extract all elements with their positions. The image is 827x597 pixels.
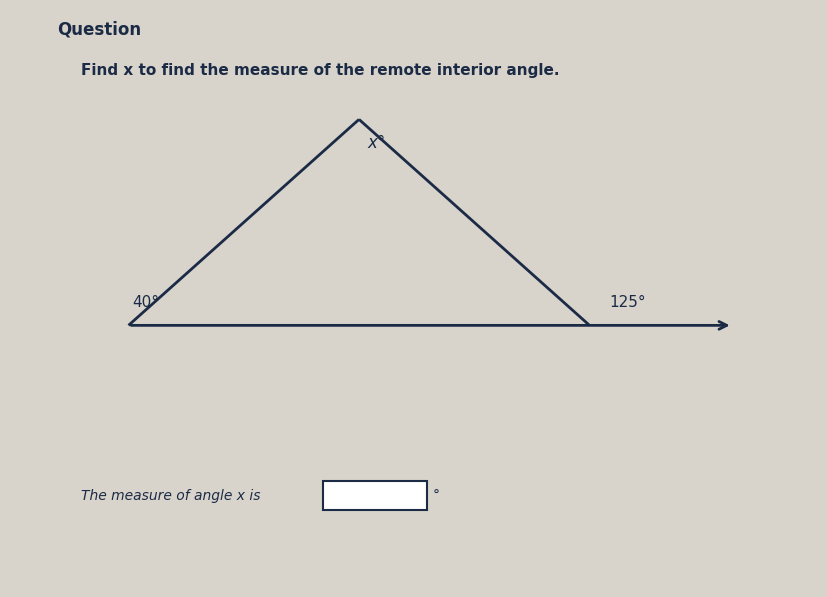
Text: x°: x° [366,134,385,152]
FancyBboxPatch shape [323,481,426,510]
Text: 40°: 40° [132,296,160,310]
Text: °: ° [433,488,439,503]
Text: 125°: 125° [609,296,645,310]
Text: Question: Question [57,21,141,39]
Text: Find x to find the measure of the remote interior angle.: Find x to find the measure of the remote… [81,63,558,78]
Text: The measure of angle x is: The measure of angle x is [81,488,260,503]
